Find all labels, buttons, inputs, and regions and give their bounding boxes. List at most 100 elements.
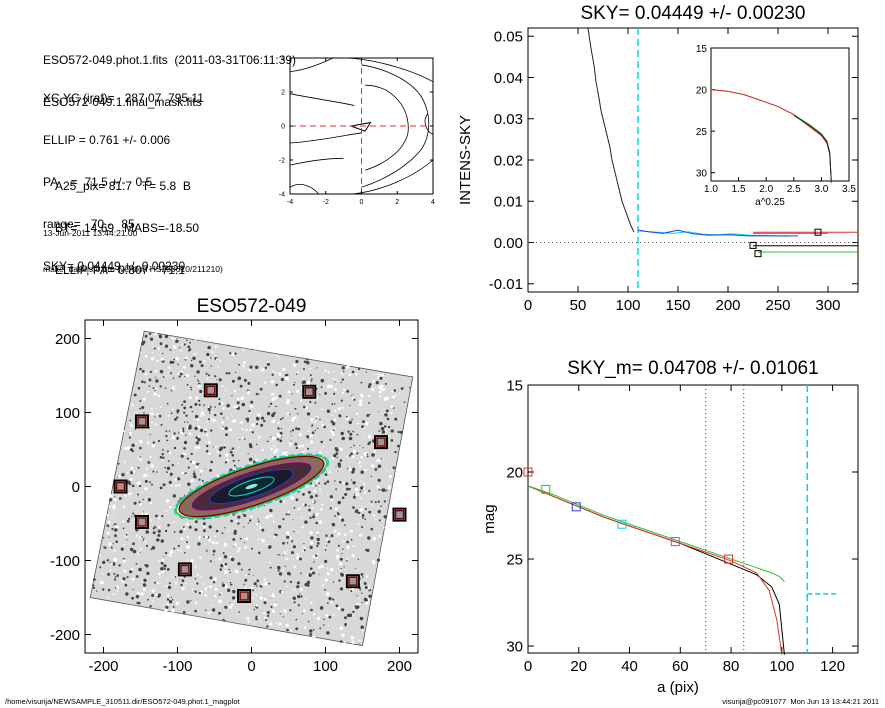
noise-speck	[340, 399, 343, 402]
noise-speck	[300, 595, 303, 598]
noise-speck	[199, 415, 202, 418]
noise-speck	[229, 450, 233, 454]
noise-speck	[367, 587, 371, 590]
noise-speck	[249, 404, 254, 409]
noise-speck	[179, 530, 183, 534]
noise-speck	[333, 418, 337, 421]
noise-speck	[367, 536, 371, 540]
noise-speck	[333, 370, 336, 373]
noise-speck	[255, 443, 258, 446]
noise-speck	[187, 345, 191, 349]
noise-speck	[314, 409, 316, 411]
noise-speck	[145, 498, 148, 501]
noise-speck	[130, 471, 134, 475]
noise-speck	[271, 373, 274, 376]
noise-speck	[207, 374, 210, 377]
noise-speck	[360, 393, 363, 397]
noise-speck	[167, 585, 172, 590]
noise-speck	[317, 427, 319, 430]
noise-speck	[277, 421, 280, 424]
noise-speck	[198, 360, 202, 364]
image-y-tick-label: 100	[55, 405, 80, 422]
noise-speck	[359, 616, 364, 621]
noise-speck	[331, 430, 334, 434]
noise-speck	[171, 361, 175, 364]
noise-speck	[108, 505, 111, 508]
noise-speck	[368, 402, 370, 404]
noise-speck	[220, 426, 222, 428]
noise-speck	[280, 610, 282, 613]
noise-speck	[376, 485, 380, 489]
noise-speck	[332, 598, 335, 601]
noise-speck	[355, 511, 358, 513]
noise-speck	[139, 484, 142, 488]
noise-speck	[384, 413, 388, 417]
noise-speck	[215, 585, 217, 587]
noise-speck	[177, 477, 181, 481]
noise-speck	[181, 471, 184, 475]
noise-speck	[92, 584, 95, 587]
noise-speck	[236, 466, 238, 469]
noise-speck	[317, 478, 320, 481]
noise-speck	[285, 585, 288, 588]
noise-speck	[345, 416, 349, 421]
noise-speck	[190, 479, 194, 483]
noise-speck	[218, 589, 220, 591]
noise-speck	[229, 605, 233, 609]
noise-speck	[243, 583, 245, 586]
noise-speck	[114, 495, 116, 497]
noise-speck	[247, 522, 250, 524]
noise-speck	[123, 569, 127, 573]
noise-speck	[267, 614, 270, 617]
mag-x-tick-label: 0	[524, 658, 532, 675]
noise-speck	[149, 337, 154, 341]
noise-speck	[166, 498, 170, 503]
noise-speck	[366, 453, 369, 456]
noise-speck	[356, 422, 359, 425]
noise-speck	[194, 402, 198, 406]
noise-speck	[235, 520, 237, 522]
contour-x-tick-label: -4	[287, 199, 293, 206]
noise-speck	[318, 451, 322, 455]
noise-speck	[352, 481, 356, 485]
noise-speck	[165, 509, 168, 512]
contour-line	[289, 57, 334, 72]
noise-speck	[356, 493, 360, 497]
noise-speck	[354, 373, 358, 376]
noise-speck	[363, 452, 368, 456]
sky-x-tick-label: 200	[715, 297, 740, 314]
noise-speck	[370, 475, 373, 478]
noise-speck	[173, 531, 176, 533]
sky-x-tick-label: 100	[615, 297, 640, 314]
noise-speck	[194, 426, 198, 431]
noise-speck	[218, 611, 222, 616]
noise-speck	[296, 581, 300, 585]
noise-speck	[166, 568, 170, 571]
noise-speck	[168, 600, 173, 604]
noise-speck	[342, 375, 344, 377]
noise-speck	[123, 430, 125, 433]
noise-speck	[351, 395, 352, 397]
noise-speck	[257, 616, 260, 619]
noise-speck	[149, 481, 151, 484]
noise-speck	[338, 579, 341, 582]
noise-speck	[148, 476, 150, 478]
noise-speck	[301, 444, 305, 448]
noise-speck	[300, 516, 303, 519]
noise-speck	[315, 415, 318, 418]
sky-plot-ylabel: INTENS-SKY	[457, 115, 474, 205]
noise-speck	[186, 457, 189, 460]
noise-speck	[370, 500, 373, 503]
noise-speck	[203, 404, 206, 406]
noise-speck	[309, 629, 313, 633]
noise-speck	[167, 523, 170, 527]
noise-speck	[348, 487, 351, 491]
noise-speck	[270, 392, 274, 396]
noise-speck	[393, 389, 397, 392]
noise-speck	[188, 424, 192, 428]
noise-speck	[256, 606, 259, 609]
noise-speck	[162, 456, 165, 459]
noise-speck	[392, 395, 395, 399]
noise-speck	[295, 618, 298, 621]
noise-speck	[173, 547, 176, 550]
